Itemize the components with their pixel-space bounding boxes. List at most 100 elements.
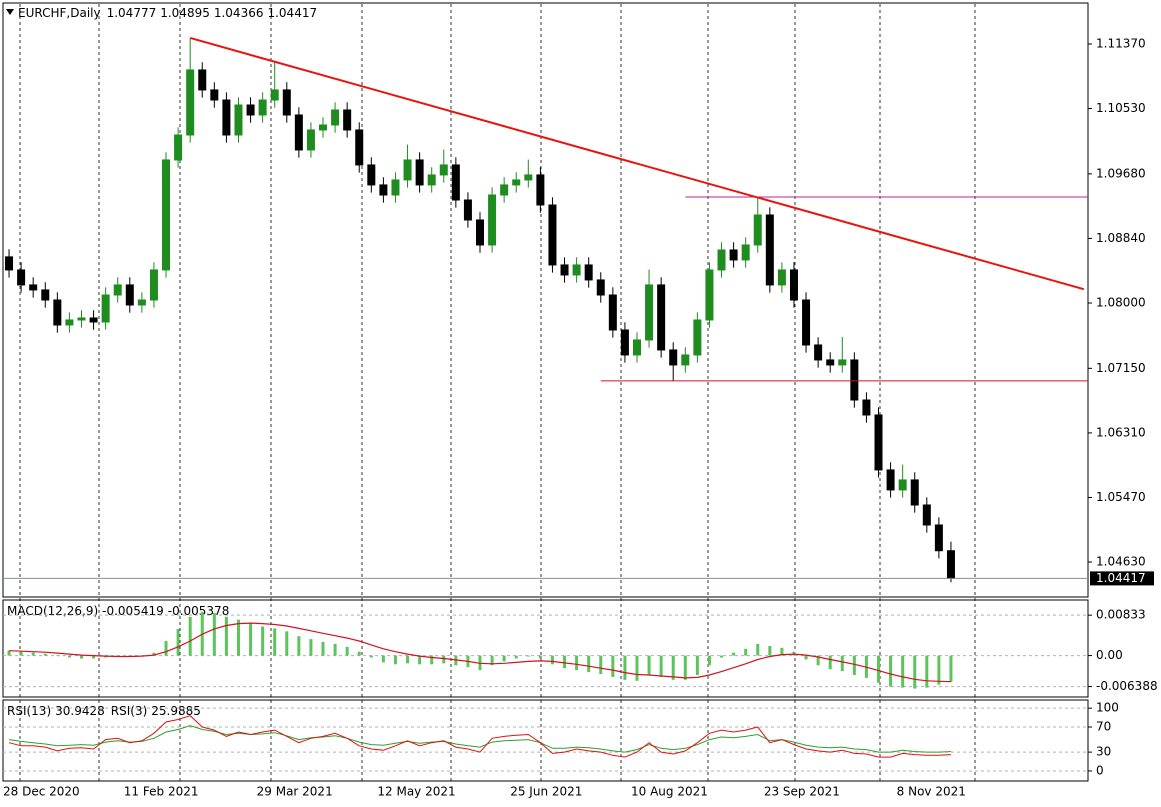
candle-body	[789, 269, 798, 301]
macd-bar	[31, 652, 35, 656]
y-tick-label: 1.11370	[1096, 36, 1146, 50]
candle-body	[17, 269, 26, 286]
trendline	[189, 37, 1085, 291]
indicator-line	[8, 725, 952, 753]
close-value: 1.04417	[267, 6, 317, 20]
y-tick-label: 100	[1096, 701, 1119, 715]
marks	[3, 4, 1088, 781]
macd-bar	[176, 628, 180, 656]
x-tick-label: 11 Feb 2021	[124, 785, 199, 799]
candle-body	[5, 256, 14, 271]
macd-bar	[780, 647, 784, 656]
open-value: 1.04777	[107, 6, 157, 20]
x-tick-label: 29 Mar 2021	[257, 785, 333, 799]
candle-body	[294, 114, 303, 151]
y-tick-label: -0.006388	[1096, 679, 1158, 693]
candle-body	[488, 194, 497, 246]
rsi13-value: 30.9428	[55, 704, 105, 718]
x-tick-label: 28 Dec 2020	[3, 785, 80, 799]
macd-bar	[647, 655, 651, 675]
macd-bar	[707, 655, 711, 666]
macd-bar	[538, 655, 542, 659]
candle-body	[814, 344, 823, 361]
candle-body	[210, 89, 219, 101]
candle-body	[548, 204, 557, 266]
candle-body	[427, 174, 436, 186]
x-tick-label: 25 Jun 2021	[510, 785, 582, 799]
macd-bar	[212, 612, 216, 656]
macd-bar	[418, 655, 422, 665]
candle-body	[536, 174, 545, 206]
macd-bar	[152, 652, 156, 656]
candle-body	[162, 159, 171, 271]
candle-body	[693, 319, 702, 356]
candle-body	[29, 284, 38, 291]
macd-bar	[164, 641, 168, 656]
candle-body	[512, 179, 521, 186]
macd-bar	[732, 652, 736, 656]
menu-triangle[interactable]	[6, 9, 14, 15]
y-tick-label: 1.10530	[1096, 101, 1146, 115]
macd-bar	[768, 645, 772, 656]
candle-body	[463, 199, 472, 221]
candle-body	[717, 249, 726, 271]
price-pane-frame	[2, 2, 1089, 598]
candle-body	[246, 104, 255, 116]
high-value: 1.04895	[160, 6, 210, 20]
candle-body	[65, 319, 74, 326]
rsi-pane-frame	[2, 699, 1089, 782]
y-tick-label: 1.06310	[1096, 425, 1146, 439]
candle-body	[802, 299, 811, 346]
y-tick-label: 1.09680	[1096, 166, 1146, 180]
candle-body	[946, 550, 955, 579]
candle-body	[391, 179, 400, 196]
candle-body	[620, 329, 629, 356]
candle-body	[657, 284, 666, 351]
y-tick-label: 1.08000	[1096, 295, 1146, 309]
macd-bar	[949, 655, 953, 682]
low-value: 1.04366	[214, 6, 264, 20]
candle-body	[826, 359, 835, 366]
candle-body	[705, 269, 714, 321]
candle-body	[367, 164, 376, 186]
macd-bar	[514, 655, 518, 659]
macd-bar	[623, 655, 627, 680]
candle-body	[753, 214, 762, 246]
macd-bar	[273, 628, 277, 656]
candle-body	[319, 124, 328, 131]
macd-bar	[720, 655, 724, 658]
macd-bar	[236, 619, 240, 656]
macd-bar	[345, 646, 349, 656]
macd-bar	[7, 650, 11, 656]
macd-bar	[357, 651, 361, 656]
macd-bar	[756, 643, 760, 656]
macd-bar	[381, 655, 385, 663]
last-price-box	[1090, 571, 1154, 586]
rsi3-value: 25.9885	[151, 704, 201, 718]
macd-bar	[635, 655, 639, 681]
rsi13-name: RSI(13)	[7, 704, 51, 718]
candle-body	[729, 249, 738, 261]
macd-bar	[877, 655, 881, 683]
candle-body	[886, 469, 895, 491]
macd-bar	[224, 616, 228, 656]
macd-bar	[490, 655, 494, 666]
x-tick-label: 23 Sep 2021	[764, 785, 840, 799]
macd-bar	[43, 653, 47, 656]
candle-body	[331, 109, 340, 126]
macd-bar	[889, 655, 893, 687]
candle-body	[850, 359, 859, 401]
candle-body	[572, 264, 581, 276]
macd-bar	[550, 655, 554, 665]
macd-pane-frame	[2, 599, 1089, 698]
candle-body	[645, 284, 654, 341]
macd-bar	[925, 655, 929, 688]
candle-body	[669, 349, 678, 366]
y-tick-label: 0.00	[1096, 648, 1123, 662]
candle-body	[451, 164, 460, 201]
candle-body	[403, 159, 412, 181]
candle-body	[862, 399, 871, 416]
macd-bar	[79, 655, 83, 659]
candle-body	[53, 299, 62, 326]
